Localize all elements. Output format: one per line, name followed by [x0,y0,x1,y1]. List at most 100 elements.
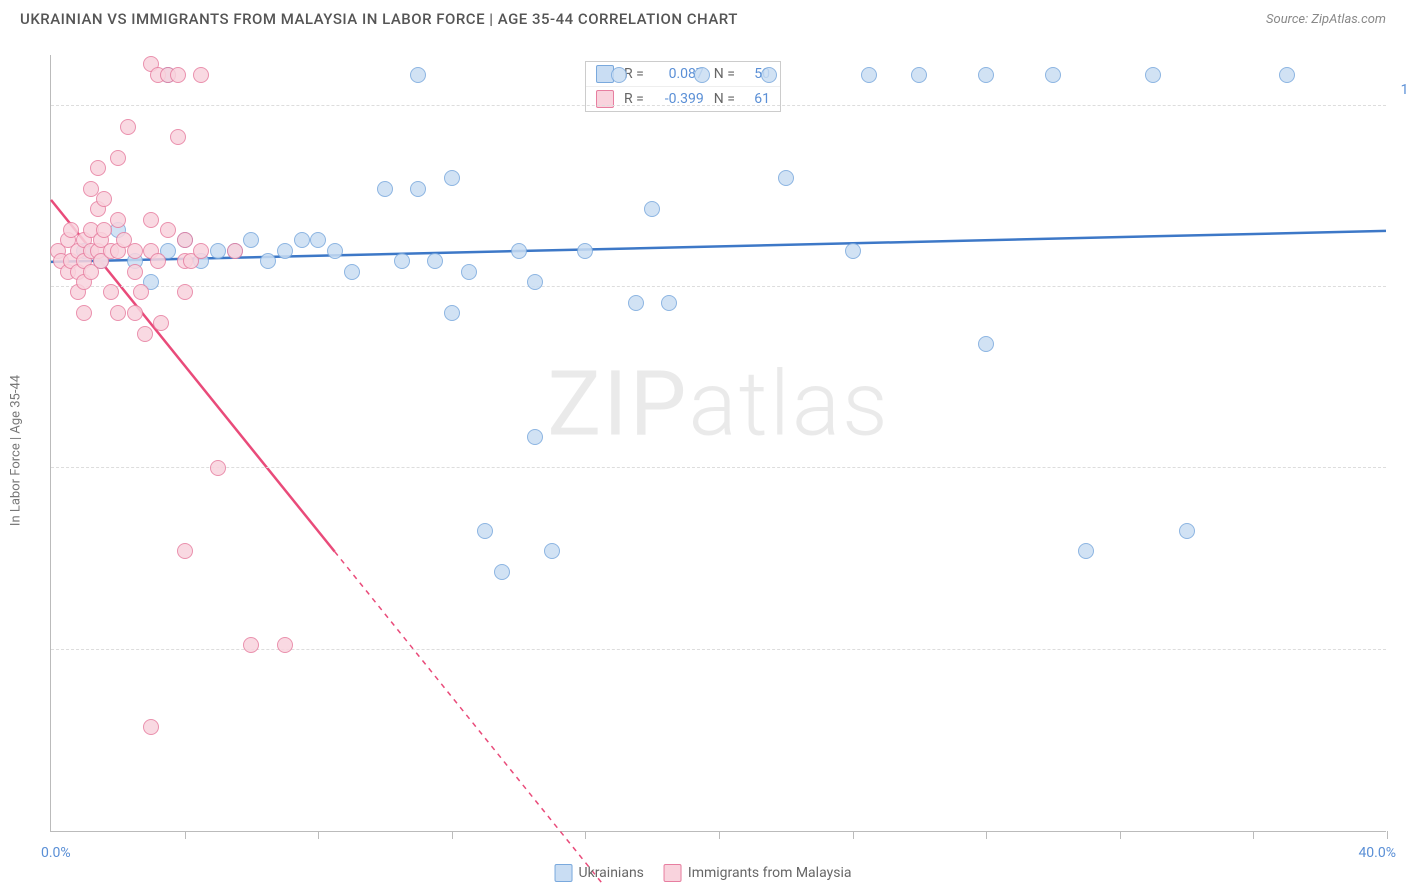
scatter-chart: In Labor Force | Age 35-44 ZIPatlas R =0… [50,55,1386,832]
data-point [1179,523,1195,539]
data-point [127,264,143,280]
stat-row: R =-0.399N =61 [586,87,780,111]
data-point [778,170,794,186]
data-point [761,67,777,83]
data-point [1045,67,1061,83]
data-point [527,274,543,290]
data-point [150,253,166,269]
x-tick [853,831,854,839]
x-tick [1120,831,1121,839]
data-point [177,543,193,559]
legend-swatch [555,864,573,882]
data-point [694,67,710,83]
r-label: R = [624,66,644,82]
x-axis-min-label: 0.0% [41,845,71,861]
data-point [127,305,143,321]
x-tick [719,831,720,839]
x-tick [986,831,987,839]
data-point [143,719,159,735]
x-tick [1253,831,1254,839]
data-point [1279,67,1295,83]
data-point [120,119,136,135]
data-point [410,181,426,197]
data-point [193,67,209,83]
data-point [243,232,259,248]
data-point [628,295,644,311]
legend-swatch [664,864,682,882]
data-point [327,243,343,259]
gridline [51,105,1386,106]
data-point [661,295,677,311]
data-point [1145,67,1161,83]
data-point [978,67,994,83]
data-point [103,284,119,300]
data-point [444,305,460,321]
legend-label: Immigrants from Malaysia [688,865,852,881]
x-axis-max-label: 40.0% [1358,845,1396,861]
legend-item: Ukrainians [555,864,644,882]
data-point [170,129,186,145]
data-point [90,160,106,176]
data-point [294,232,310,248]
chart-title: UKRAINIAN VS IMMIGRANTS FROM MALAYSIA IN… [20,10,738,28]
data-point [310,232,326,248]
data-point [494,564,510,580]
data-point [243,637,259,653]
n-label: N = [714,66,735,82]
data-point [544,543,560,559]
x-tick [1387,831,1388,839]
data-point [277,637,293,653]
data-point [110,305,126,321]
data-point [153,315,169,331]
data-point [110,212,126,228]
data-point [170,67,186,83]
data-point [394,253,410,269]
data-point [96,191,112,207]
x-tick [585,831,586,839]
data-point [177,232,193,248]
data-point [377,181,393,197]
data-point [160,222,176,238]
data-point [227,243,243,259]
data-point [477,523,493,539]
data-point [96,222,112,238]
data-point [277,243,293,259]
x-tick [452,831,453,839]
data-point [527,429,543,445]
data-point [137,326,153,342]
gridline [51,286,1386,287]
data-point [260,253,276,269]
data-point [427,253,443,269]
data-point [461,264,477,280]
data-point [410,67,426,83]
data-point [76,305,92,321]
data-point [978,336,994,352]
x-tick [318,831,319,839]
chart-legend: Ukrainians Immigrants from Malaysia [555,864,852,882]
chart-header: UKRAINIAN VS IMMIGRANTS FROM MALAYSIA IN… [0,0,1406,38]
data-point [644,201,660,217]
legend-label: Ukrainians [579,865,644,881]
x-tick [185,831,186,839]
data-point [611,67,627,83]
data-point [861,67,877,83]
data-point [143,212,159,228]
data-point [911,67,927,83]
data-point [344,264,360,280]
gridline [51,467,1386,468]
data-point [127,243,143,259]
data-point [845,243,861,259]
trend-lines [51,55,1386,831]
data-point [133,284,149,300]
data-point [110,150,126,166]
data-point [210,460,226,476]
data-point [577,243,593,259]
source-label: Source: ZipAtlas.com [1266,12,1386,27]
y-tick-label: 100.0% [1401,82,1406,98]
legend-item: Immigrants from Malaysia [664,864,852,882]
data-point [193,243,209,259]
data-point [210,243,226,259]
data-point [1078,543,1094,559]
data-point [177,284,193,300]
data-point [444,170,460,186]
